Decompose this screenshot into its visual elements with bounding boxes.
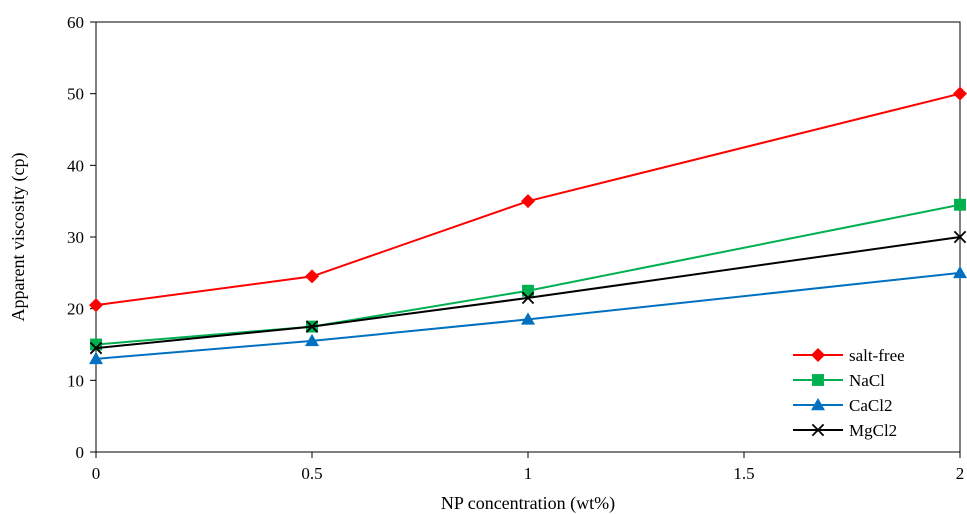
- data-point: [89, 298, 103, 313]
- data-point: [522, 284, 534, 297]
- x-axis-title: NP concentration (wt%): [441, 493, 615, 514]
- data-point: [953, 86, 967, 101]
- legend-marker: [812, 374, 824, 386]
- legend-entry: CaCl2: [793, 396, 892, 415]
- x-tick-label: 2: [956, 464, 965, 483]
- legend-entry: salt-free: [793, 346, 905, 365]
- data-point: [305, 269, 319, 284]
- x-tick-label: 0.5: [301, 464, 322, 483]
- data-point: [953, 230, 967, 244]
- axes: 0 10 20 30 40 50 60 0 0.5 1 1.5 2: [67, 13, 964, 483]
- data-point: [89, 341, 103, 355]
- legend-label: salt-free: [849, 346, 905, 365]
- data-point: [521, 312, 535, 325]
- series-line: [95, 271, 961, 360]
- y-tick-label: 30: [67, 228, 84, 247]
- data-point: [90, 338, 102, 351]
- x-tick-label: 0: [92, 464, 101, 483]
- series-cacl2: [89, 265, 967, 365]
- y-tick-label: 50: [67, 85, 84, 104]
- legend-marker: [811, 398, 825, 411]
- x-tick-label: 1: [524, 464, 533, 483]
- y-tick-label: 0: [76, 443, 85, 462]
- y-tick-label: 10: [67, 371, 84, 390]
- legend-marker: [811, 423, 825, 437]
- data-point: [953, 265, 967, 279]
- y-tick-label: 60: [67, 13, 84, 32]
- series-line: [95, 203, 961, 346]
- y-tick-label: 40: [67, 156, 84, 175]
- series-mgcl2: [89, 230, 967, 355]
- y-axis-title: Apparent viscosity (cp): [8, 153, 29, 322]
- data-point: [305, 333, 319, 347]
- legend-marker: [811, 348, 825, 362]
- series-salt-free: [89, 86, 967, 313]
- series-layer: [89, 86, 967, 365]
- legend: salt-free NaCl CaCl2 MgCl2: [793, 346, 905, 440]
- data-point: [954, 198, 966, 211]
- data-point: [305, 320, 319, 333]
- plot-frame: [95, 21, 961, 453]
- x-tick-label: 1.5: [733, 464, 754, 483]
- legend-label: MgCl2: [849, 421, 897, 440]
- legend-label: NaCl: [849, 371, 885, 390]
- y-tick-label: 20: [67, 300, 84, 319]
- data-point: [521, 194, 535, 209]
- legend-entry: NaCl: [793, 371, 885, 390]
- data-point: [89, 351, 103, 365]
- series-line: [95, 92, 961, 307]
- series-line: [95, 236, 961, 350]
- legend-entry: MgCl2: [793, 421, 897, 440]
- data-point: [521, 291, 535, 305]
- legend-label: CaCl2: [849, 396, 892, 415]
- series-nacl: [90, 198, 966, 351]
